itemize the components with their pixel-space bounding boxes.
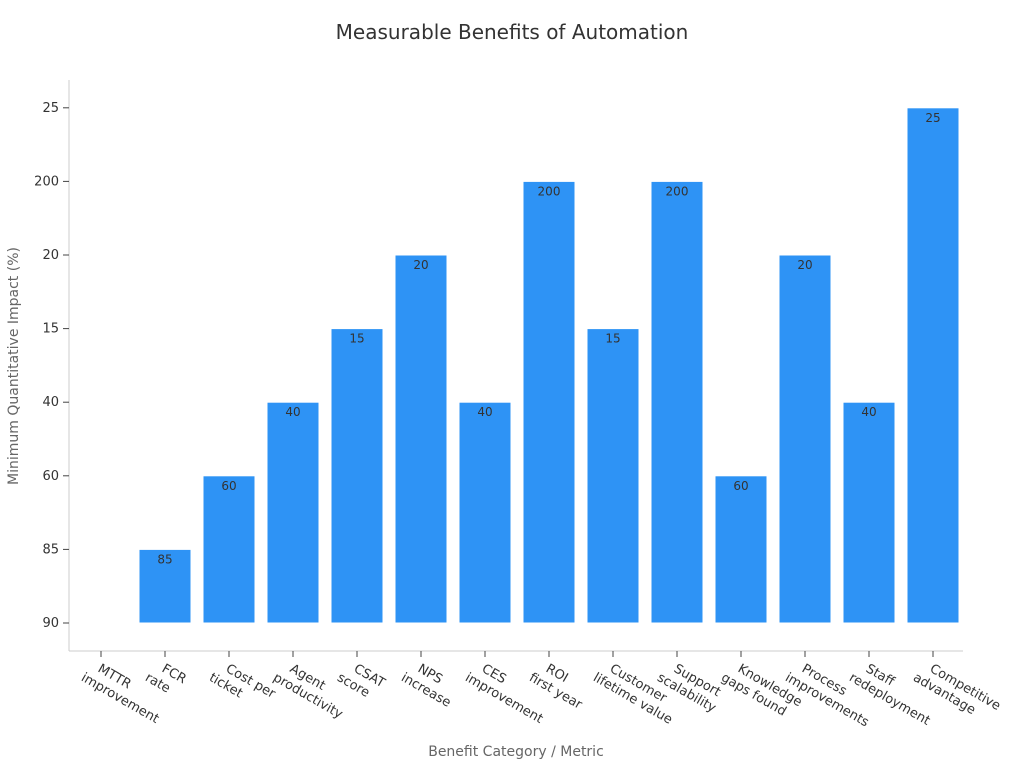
x-tick-label: FCRrate: [142, 656, 188, 701]
bar: [330, 328, 384, 624]
bar: [586, 328, 640, 624]
y-tick-label: 60: [42, 469, 59, 484]
x-tick-label: ROIfirst year: [526, 656, 593, 712]
data-label: 40: [477, 405, 492, 419]
bar: [458, 401, 512, 624]
bar: [266, 401, 320, 624]
bar: [522, 180, 576, 624]
bars: [138, 107, 960, 624]
data-label: 20: [413, 258, 428, 272]
x-tick-label: Knowledgegaps found: [718, 656, 804, 724]
data-label: 40: [285, 405, 300, 419]
data-labels: 85 60 40 15 20 40 200 15 200 60 20 40 25: [157, 111, 940, 567]
data-label: 60: [733, 479, 748, 493]
x-tick-label: Cost perticket: [206, 656, 278, 715]
data-label: 15: [349, 332, 364, 346]
x-axis-title: Benefit Category / Metric: [428, 744, 604, 760]
x-tick-label: NPSincrease: [398, 656, 461, 710]
data-label: 60: [221, 479, 236, 493]
data-label: 200: [538, 184, 561, 198]
bar: [714, 475, 768, 624]
y-tick-label: 15: [42, 322, 59, 337]
bar: [394, 254, 448, 624]
data-label: 20: [797, 258, 812, 272]
x-tick-label: CSATscore: [334, 656, 387, 705]
bar: [778, 254, 832, 624]
x-tick-label: CESimprovement: [462, 656, 553, 726]
bar: [650, 180, 704, 624]
data-label: 200: [666, 184, 689, 198]
y-tick-label: 40: [42, 395, 59, 410]
x-tick-label: Agentproductivity: [270, 656, 353, 722]
data-label: 85: [157, 552, 172, 566]
chart-title: Measurable Benefits of Automation: [335, 20, 689, 44]
y-tick-label: 25: [42, 101, 59, 116]
bar: [842, 401, 896, 624]
y-tick-label: 85: [42, 542, 59, 557]
x-tick-label: Supportscalability: [654, 656, 726, 716]
bar: [906, 107, 960, 624]
y-tick-label: 20: [42, 248, 59, 263]
y-axis-title: Minimum Quantitative Impact (%): [6, 247, 22, 485]
y-tick-label: 200: [34, 174, 59, 189]
x-tick-label: Customerlifetime value: [590, 656, 682, 727]
data-label: 40: [861, 405, 876, 419]
bar: [138, 548, 192, 624]
bar: [202, 475, 256, 624]
x-tick-label: MTTRimprovement: [78, 656, 169, 726]
data-label: 15: [605, 332, 620, 346]
data-label: 25: [925, 111, 940, 125]
y-tick-label: 90: [42, 616, 59, 631]
